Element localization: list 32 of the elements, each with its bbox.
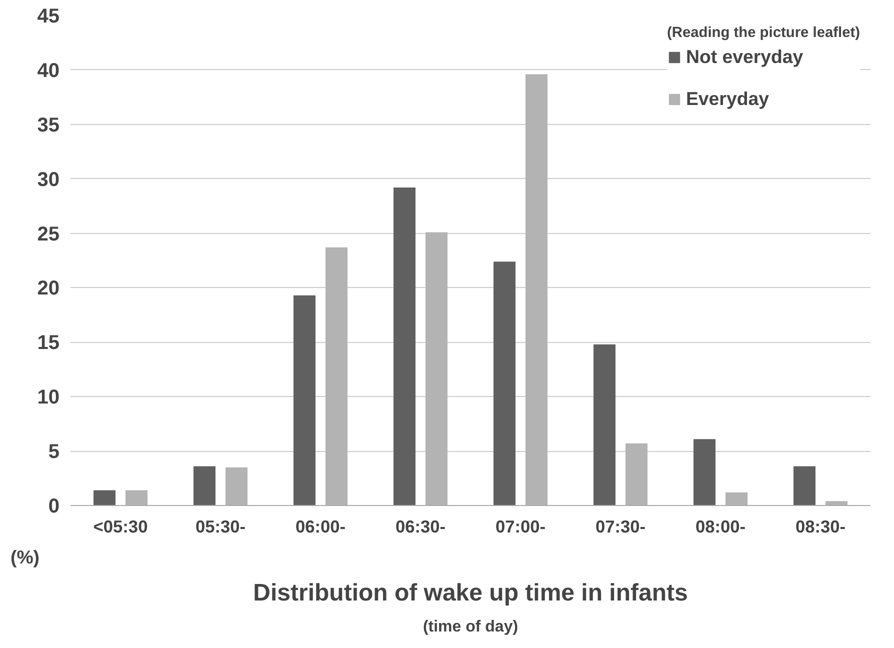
legend-label: Everyday (686, 88, 769, 110)
y-tick-label: 35 (37, 114, 60, 136)
bar (394, 188, 416, 506)
y-axis-title: (%) (10, 546, 40, 568)
x-tick-label: 06:30- (395, 516, 446, 536)
bar (494, 262, 516, 506)
bar (94, 490, 116, 506)
bar (594, 344, 616, 506)
y-tick-label: 30 (37, 168, 60, 191)
legend-title: (Reading the picture leaflet) (666, 25, 860, 41)
y-tick-label: 40 (37, 60, 60, 82)
x-tick-label: 07:30- (595, 516, 646, 536)
x-tick-label: 06:00- (295, 516, 346, 536)
bar (194, 466, 216, 506)
x-tick-label: 08:00- (695, 516, 746, 536)
y-tick-label: 0 (48, 496, 60, 518)
y-tick-label: 45 (37, 6, 60, 28)
x-tick-label: 07:00- (495, 516, 546, 536)
x-tick-label: 08:30- (795, 516, 846, 536)
y-tick-label: 15 (37, 332, 60, 354)
y-tick-label: 25 (37, 223, 60, 246)
bar (794, 466, 816, 506)
y-tick-label: 20 (37, 278, 60, 300)
text: (time of day) (422, 618, 518, 636)
y-tick-label: 5 (48, 441, 60, 464)
y-tick-label: 10 (37, 386, 60, 409)
bar (294, 295, 316, 506)
legend-label: Not everyday (686, 46, 804, 68)
x-tick-label: 05:30- (195, 516, 246, 536)
x-axis-title: Distribution of wake up time in infants (253, 580, 688, 606)
bar (694, 439, 716, 506)
x-tick-label: <05:30 (93, 516, 148, 536)
